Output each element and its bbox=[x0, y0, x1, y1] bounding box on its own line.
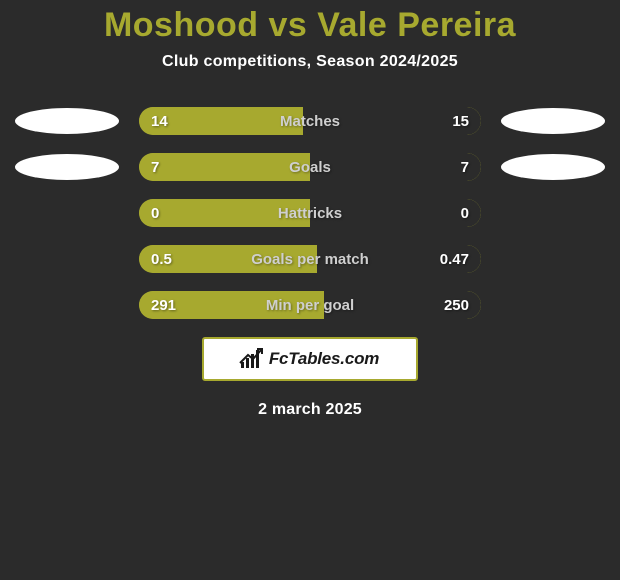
spacer bbox=[15, 246, 119, 272]
comparison-infographic: Moshood vs Vale Pereira Club competition… bbox=[0, 0, 620, 580]
spacer bbox=[501, 292, 605, 318]
stats-area: 14 15 Matches 7 7 Goals 0 0 Hattricks 0.5 0.47 Goal… bbox=[0, 107, 620, 319]
stat-value-right: 250 bbox=[444, 297, 469, 314]
subtitle: Club competitions, Season 2024/2025 bbox=[0, 53, 620, 71]
stat-row: 291 250 Min per goal bbox=[0, 291, 620, 319]
player-right-ellipse bbox=[501, 154, 605, 180]
player-right-ellipse bbox=[501, 108, 605, 134]
stat-bar: 7 7 Goals bbox=[139, 153, 481, 181]
source-badge[interactable]: FcTables.com bbox=[202, 337, 418, 381]
spacer bbox=[501, 200, 605, 226]
player-left-ellipse bbox=[15, 108, 119, 134]
stat-value-left: 291 bbox=[151, 297, 176, 314]
chart-icon bbox=[241, 350, 263, 368]
spacer bbox=[501, 246, 605, 272]
stat-value-left: 0 bbox=[151, 205, 159, 222]
stat-bar: 14 15 Matches bbox=[139, 107, 481, 135]
spacer bbox=[15, 292, 119, 318]
stat-value-right: 0.47 bbox=[440, 251, 469, 268]
stat-label: Goals bbox=[289, 159, 331, 176]
stat-bar: 291 250 Min per goal bbox=[139, 291, 481, 319]
bar-fill-right bbox=[310, 153, 481, 181]
stat-row: 14 15 Matches bbox=[0, 107, 620, 135]
stat-value-left: 0.5 bbox=[151, 251, 172, 268]
stat-value-right: 7 bbox=[461, 159, 469, 176]
page-title: Moshood vs Vale Pereira bbox=[0, 0, 620, 45]
stat-value-right: 15 bbox=[452, 113, 469, 130]
spacer bbox=[15, 200, 119, 226]
bar-fill-left bbox=[139, 153, 310, 181]
stat-bar: 0 0 Hattricks bbox=[139, 199, 481, 227]
stat-row: 7 7 Goals bbox=[0, 153, 620, 181]
stat-label: Goals per match bbox=[251, 251, 369, 268]
date-label: 2 march 2025 bbox=[0, 401, 620, 419]
source-badge-text: FcTables.com bbox=[269, 349, 379, 369]
stat-value-left: 14 bbox=[151, 113, 168, 130]
stat-label: Matches bbox=[280, 113, 340, 130]
stat-row: 0 0 Hattricks bbox=[0, 199, 620, 227]
stat-value-right: 0 bbox=[461, 205, 469, 222]
stat-value-left: 7 bbox=[151, 159, 159, 176]
stat-row: 0.5 0.47 Goals per match bbox=[0, 245, 620, 273]
stat-label: Hattricks bbox=[278, 205, 342, 222]
stat-bar: 0.5 0.47 Goals per match bbox=[139, 245, 481, 273]
player-left-ellipse bbox=[15, 154, 119, 180]
stat-label: Min per goal bbox=[266, 297, 354, 314]
